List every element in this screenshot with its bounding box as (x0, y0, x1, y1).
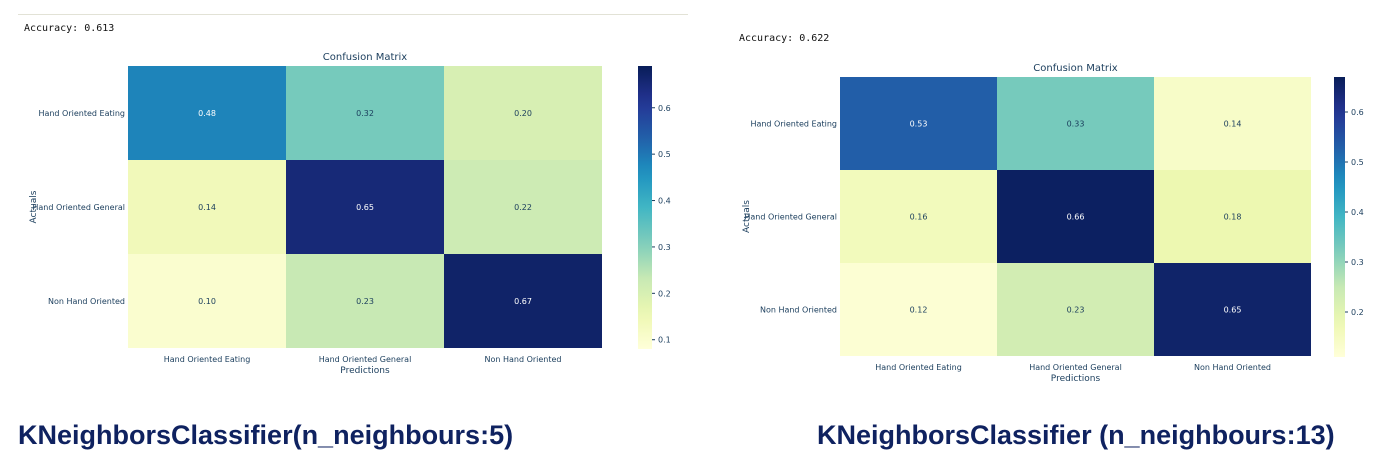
x-tick-label-left-0: Hand Oriented Eating (164, 355, 251, 364)
cell-label-left-r2c0: 0.10 (198, 297, 216, 306)
cell-label-left-r0c2: 0.20 (514, 109, 532, 118)
x-tick-label-right-2: Non Hand Oriented (1194, 363, 1271, 372)
colorbar-tick-label-left-4: 0.5 (658, 150, 671, 159)
accuracy-label-right: Accuracy: 0.622 (739, 33, 830, 44)
y-tick-label-right-2: Non Hand Oriented (760, 306, 837, 315)
cell-label-right-r1c2: 0.18 (1224, 213, 1242, 222)
caption-right: KNeighborsClassifier (n_neighbours:13) (817, 420, 1335, 450)
x-tick-label-right-0: Hand Oriented Eating (875, 363, 962, 372)
heatmap-cell-right-r2c2 (1154, 263, 1311, 356)
y-axis-label-right: Actuals (742, 200, 752, 233)
cell-label-right-r0c2: 0.14 (1224, 120, 1242, 129)
chart-title-left: Confusion Matrix (323, 52, 407, 63)
heatmap-cell-left-r0c0 (128, 66, 286, 160)
colorbar-right (1334, 77, 1345, 357)
divider-line (18, 14, 688, 15)
colorbar-tick-label-right-4: 0.6 (1351, 108, 1364, 117)
heatmap-cell-right-r1c0 (840, 170, 997, 263)
y-tick-label-left-0: Hand Oriented Eating (38, 109, 125, 118)
colorbar-left (638, 66, 652, 349)
heatmap-cell-right-r2c0 (840, 263, 997, 356)
colorbar-tick-label-right-1: 0.3 (1351, 258, 1364, 267)
cell-label-left-r1c2: 0.22 (514, 203, 532, 212)
colorbar-tick-label-right-3: 0.5 (1351, 158, 1364, 167)
heatmap-cell-left-r0c2 (444, 66, 602, 160)
x-axis-label-left: Predictions (340, 366, 390, 376)
cell-label-left-r0c0: 0.48 (198, 109, 216, 118)
chart-title-right: Confusion Matrix (1033, 63, 1117, 74)
heatmap-cell-left-r0c1 (286, 66, 444, 160)
x-tick-label-right-1: Hand Oriented General (1029, 363, 1122, 372)
heatmap-cell-right-r0c0 (840, 77, 997, 170)
x-tick-label-left-2: Non Hand Oriented (484, 355, 561, 364)
colorbar-tick-label-left-1: 0.2 (658, 289, 671, 298)
cell-label-left-r1c0: 0.14 (198, 203, 216, 212)
x-axis-label-right: Predictions (1051, 374, 1101, 384)
accuracy-label-left: Accuracy: 0.613 (24, 23, 115, 34)
colorbar-tick-label-left-0: 0.1 (658, 336, 671, 345)
cell-label-right-r0c0: 0.53 (910, 120, 928, 129)
colorbar-tick-label-left-3: 0.4 (658, 197, 671, 206)
heatmap-cell-left-r2c1 (286, 254, 444, 348)
cell-label-right-r2c0: 0.12 (910, 306, 928, 315)
y-tick-label-left-1: Hand Oriented General (32, 203, 125, 212)
heatmap-cell-left-r2c2 (444, 254, 602, 348)
cell-label-right-r1c0: 0.16 (910, 213, 928, 222)
cell-label-left-r2c2: 0.67 (514, 297, 532, 306)
heatmap-cell-right-r0c1 (997, 77, 1154, 170)
colorbar-tick-label-right-0: 0.2 (1351, 308, 1364, 317)
caption-left: KNeighborsClassifier(n_neighbours:5) (18, 420, 514, 450)
cell-label-right-r2c1: 0.23 (1067, 306, 1085, 315)
heatmap-cell-left-r1c1 (286, 160, 444, 254)
y-tick-label-left-2: Non Hand Oriented (48, 297, 125, 306)
cell-label-left-r2c1: 0.23 (356, 297, 374, 306)
y-tick-label-right-0: Hand Oriented Eating (750, 120, 837, 129)
confusion-matrix-right: Confusion Matrix 0.53 0.33 0.14 0.16 0.66 0.18… (742, 63, 1364, 384)
heatmap-cell-right-r0c2 (1154, 77, 1311, 170)
cell-label-left-r0c1: 0.32 (356, 109, 374, 118)
heatmap-cell-right-r1c2 (1154, 170, 1311, 263)
heatmap-cell-left-r1c2 (444, 160, 602, 254)
heatmap-cell-left-r1c0 (128, 160, 286, 254)
y-tick-label-right-1: Hand Oriented General (744, 213, 837, 222)
heatmap-cell-right-r2c1 (997, 263, 1154, 356)
colorbar-tick-label-right-2: 0.4 (1351, 208, 1364, 217)
cell-label-right-r2c2: 0.65 (1224, 306, 1242, 315)
cell-label-left-r1c1: 0.65 (356, 203, 374, 212)
confusion-matrix-left: Confusion Matrix 0.48 0.32 0.20 0.14 0.65 0.22… (29, 52, 671, 376)
heatmap-cell-left-r2c0 (128, 254, 286, 348)
cell-label-right-r0c1: 0.33 (1067, 120, 1085, 129)
x-tick-label-left-1: Hand Oriented General (319, 355, 412, 364)
colorbar-tick-label-left-2: 0.3 (658, 243, 671, 252)
heatmap-cell-right-r1c1 (997, 170, 1154, 263)
colorbar-tick-label-left-5: 0.6 (658, 104, 671, 113)
y-axis-label-left: Actuals (29, 190, 39, 223)
cell-label-right-r1c1: 0.66 (1067, 213, 1085, 222)
